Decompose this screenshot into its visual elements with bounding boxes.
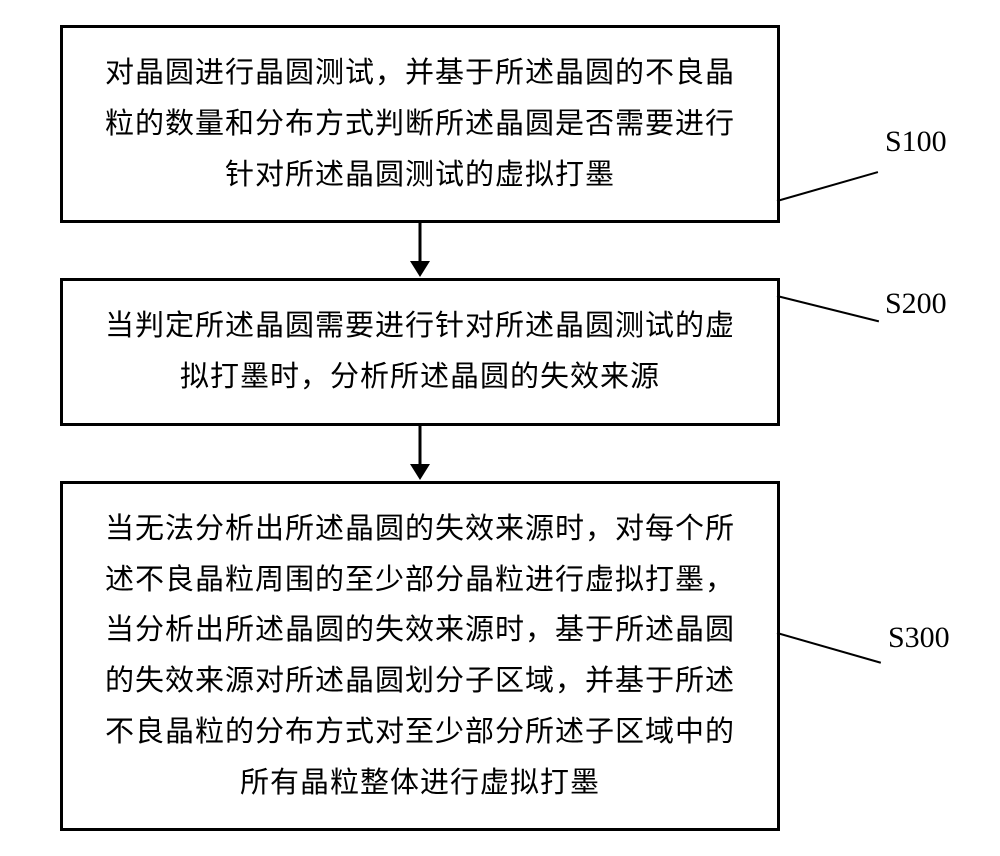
arrow-head [410, 261, 430, 277]
flowchart-node-s100: 对晶圆进行晶圆测试，并基于所述晶圆的不良晶粒的数量和分布方式判断所述晶圆是否需要… [60, 25, 780, 223]
node-text: 当无法分析出所述晶圆的失效来源时，对每个所述不良晶粒周围的至少部分晶粒进行虚拟打… [93, 504, 747, 809]
node-text: 对晶圆进行晶圆测试，并基于所述晶圆的不良晶粒的数量和分布方式判断所述晶圆是否需要… [93, 48, 747, 200]
flowchart-container: 对晶圆进行晶圆测试，并基于所述晶圆的不良晶粒的数量和分布方式判断所述晶圆是否需要… [60, 25, 940, 831]
node-label-s100: S100 [885, 125, 947, 159]
arrow-s100-s200 [60, 223, 780, 278]
node-label-s200: S200 [885, 287, 947, 321]
flowchart-node-s200: 当判定所述晶圆需要进行针对所述晶圆测试的虚拟打墨时，分析所述晶圆的失效来源 [60, 278, 780, 426]
label-connector [777, 171, 878, 202]
label-connector [777, 632, 881, 664]
arrow-head [410, 464, 430, 480]
flowchart-node-s300: 当无法分析出所述晶圆的失效来源时，对每个所述不良晶粒周围的至少部分晶粒进行虚拟打… [60, 481, 780, 832]
arrow-line [419, 223, 422, 263]
node-text: 当判定所述晶圆需要进行针对所述晶圆测试的虚拟打墨时，分析所述晶圆的失效来源 [93, 301, 747, 403]
arrow-s200-s300 [60, 426, 780, 481]
arrow-line [419, 426, 422, 466]
node-label-s300: S300 [888, 621, 950, 655]
label-connector [777, 295, 879, 322]
